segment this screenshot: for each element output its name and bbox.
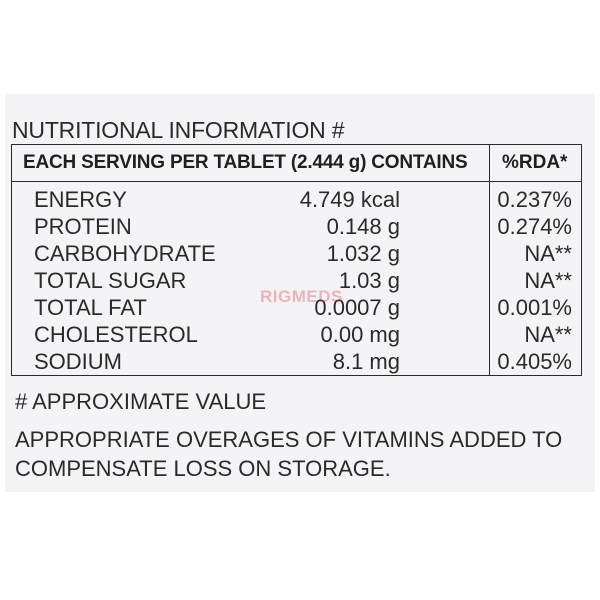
watermark: RIGMEDS [260,287,343,306]
nutrient-name: SODIUM [34,349,122,374]
nutrient-rda: 0.405% [497,349,572,374]
footnote-approximate: # APPROXIMATE VALUE [15,389,267,414]
table-row-total-fat: TOTAL FAT 0.0007 g 0.001% [12,295,581,322]
table-row-protein: PROTEIN 0.148 g 0.274% [12,214,581,241]
nutrient-rda: 0.274% [497,214,572,239]
nutrient-amount: 0.148 g [326,214,400,239]
table-header-divider [12,181,581,182]
nutrient-rda: NA** [524,322,572,347]
table-row-energy: ENERGY 4.749 kcal 0.237% [12,187,581,214]
nutrient-amount: 4.749 kcal [299,187,400,212]
nutrient-rda: 0.001% [497,295,572,320]
nutrient-name: TOTAL SUGAR [34,268,187,293]
nutrient-name: TOTAL FAT [34,295,147,320]
overages-note: APPROPRIATE OVERAGES OF VITAMINS ADDED T… [15,427,563,481]
nutrient-name: CARBOHYDRATE [34,241,216,266]
label-panel [5,94,595,492]
table-row-sodium: SODIUM 8.1 mg 0.405% [12,349,581,376]
table-header-serving: EACH SERVING PER TABLET (2.444 g) CONTAI… [23,152,468,173]
nutrient-amount: 1.032 g [326,241,400,266]
nutrient-amount: 0.00 mg [320,322,401,347]
nutrient-amount: 8.1 mg [332,349,400,374]
nutrition-heading: NUTRITIONAL INFORMATION # [12,117,345,143]
table-row-total-sugar: TOTAL SUGAR 1.03 g NA** [12,268,581,295]
table-header-rda: %RDA* [502,152,568,173]
nutrient-rda: 0.237% [497,187,572,212]
nutrient-amount: 1.03 g [338,268,400,293]
nutrient-name: ENERGY [34,187,127,212]
nutrition-table: EACH SERVING PER TABLET (2.444 g) CONTAI… [11,144,582,376]
nutrient-rda: NA** [524,241,572,266]
nutrient-name: CHOLESTEROL [34,322,198,347]
nutrient-amount: 0.0007 g [314,295,400,320]
table-row-cholesterol: CHOLESTEROL 0.00 mg NA** [12,322,581,349]
nutrient-rda: NA** [524,268,572,293]
table-row-carbohydrate: CARBOHYDRATE 1.032 g NA** [12,241,581,268]
table-column-divider [489,145,490,375]
nutrient-name: PROTEIN [34,214,132,239]
